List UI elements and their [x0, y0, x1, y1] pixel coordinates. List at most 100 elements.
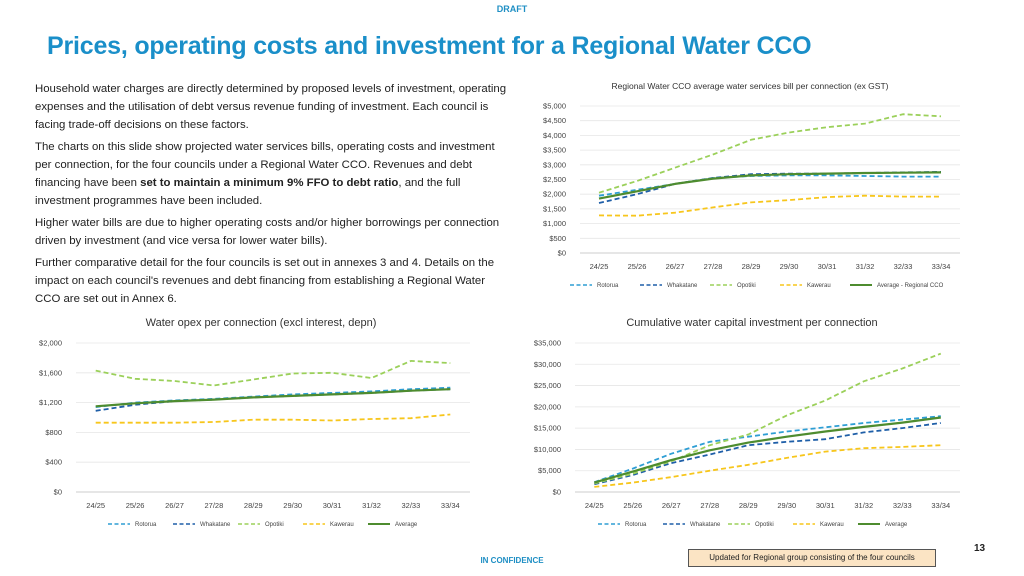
- chart-bill: Regional Water CCO average water service…: [520, 78, 980, 298]
- series-line-opotiki: [598, 113, 942, 194]
- y-tick-label: $10,000: [534, 445, 561, 454]
- x-tick-label: 32/33: [893, 501, 912, 510]
- y-tick-label: $20,000: [534, 402, 561, 411]
- y-tick-label: $30,000: [534, 360, 561, 369]
- legend-label-rotorua: Rotorua: [625, 522, 647, 528]
- x-tick-label: 28/29: [742, 262, 761, 271]
- legend-label-whakatane: Whakatane: [667, 283, 698, 289]
- series-line-whakatane: [594, 422, 941, 486]
- x-tick-label: 26/27: [666, 262, 685, 271]
- paragraph-2: The charts on this slide show projected …: [35, 138, 513, 210]
- y-tick-label: $0: [558, 249, 566, 258]
- chart-capex: Cumulative water capital investment per …: [520, 315, 980, 535]
- x-tick-label: 24/25: [86, 501, 105, 510]
- legend-label-average-regional-cco: Average - Regional CCO: [877, 283, 944, 289]
- legend-label-kawerau: Kawerau: [807, 283, 831, 289]
- paragraph-2-b: , and the full investment programmes hav…: [35, 177, 461, 207]
- chart-opex-plot: $0 $400 $800 $1,200 $1,600 $2,000 24/25 25/26 26…: [39, 339, 470, 528]
- y-tick-label: $4,000: [543, 131, 566, 140]
- x-tick-label: 31/32: [856, 262, 875, 271]
- page-title: Prices, operating costs and investment f…: [47, 32, 812, 60]
- legend-label-average: Average: [395, 522, 418, 528]
- x-tick-label: 25/26: [628, 262, 647, 271]
- chart-bill-title: Regional Water CCO average water service…: [611, 81, 889, 91]
- y-tick-label: $25,000: [534, 381, 561, 390]
- x-tick-label: 25/26: [623, 501, 642, 510]
- y-tick-label: $500: [549, 234, 566, 243]
- x-tick-label: 32/33: [894, 262, 913, 271]
- chart-capex-title: Cumulative water capital investment per …: [626, 317, 878, 329]
- x-tick-label: 30/31: [818, 262, 837, 271]
- y-tick-label: $0: [54, 488, 62, 497]
- y-tick-label: $15,000: [534, 424, 561, 433]
- x-tick-label: 26/27: [662, 501, 681, 510]
- y-tick-label: $400: [45, 458, 62, 467]
- x-tick-label: 32/33: [402, 501, 421, 510]
- update-note: Updated for Regional group consisting of…: [688, 549, 936, 567]
- legend-label-whakatane: Whakatane: [200, 522, 231, 528]
- x-tick-label: 24/25: [590, 262, 609, 271]
- paragraph-2-a: The charts on this slide show projected …: [35, 141, 495, 189]
- paragraph-1: Household water charges are directly det…: [35, 83, 507, 131]
- x-tick-label: 28/29: [739, 501, 758, 510]
- x-tick-label: 28/29: [244, 501, 263, 510]
- draft-label: DRAFT: [496, 4, 528, 14]
- legend-label-kawerau: Kawerau: [330, 522, 354, 528]
- chart-bill-plot: $0 $500 $1,000 $1,500 $2,000 $2,500 $3,000 $3,5…: [543, 102, 960, 289]
- x-tick-label: 30/31: [816, 501, 835, 510]
- series-line-average-regional-cco: [598, 171, 942, 200]
- y-tick-label: $2,000: [543, 190, 566, 199]
- series-line-kawerau: [95, 413, 451, 424]
- chart-opex-title: Water opex per connection (excl interest…: [145, 317, 377, 329]
- series-line-kawerau: [594, 444, 941, 488]
- x-tick-label: 27/28: [704, 262, 723, 271]
- x-tick-label: 24/25: [585, 501, 604, 510]
- y-tick-label: $2,500: [543, 175, 566, 184]
- legend-label-rotorua: Rotorua: [597, 283, 619, 289]
- y-tick-label: $2,000: [39, 339, 62, 348]
- paragraph-3: Higher water bills are due to higher ope…: [35, 217, 500, 247]
- x-tick-label: 33/34: [931, 501, 950, 510]
- legend-label-average: Average: [885, 522, 908, 528]
- chart-capex-plot: $0 $5,000 $10,000 $15,000 $20,000 $25,000 $30,…: [534, 339, 960, 528]
- x-tick-label: 29/30: [777, 501, 796, 510]
- series-line-rotorua: [594, 415, 941, 484]
- x-tick-label: 27/28: [205, 501, 224, 510]
- y-tick-label: $35,000: [534, 339, 561, 348]
- series-line-opotiki: [95, 360, 451, 387]
- legend-label-whakatane: Whakatane: [690, 522, 721, 528]
- body-text: Household water charges are directly det…: [35, 80, 513, 312]
- paragraph-4: Further comparative detail for the four …: [35, 257, 495, 305]
- series-line-average: [95, 388, 451, 408]
- x-tick-label: 31/32: [362, 501, 381, 510]
- y-tick-label: $5,000: [543, 102, 566, 111]
- series-line-kawerau: [598, 194, 941, 217]
- y-tick-label: $3,500: [543, 146, 566, 155]
- legend-label-opotiki: Opotiki: [755, 522, 774, 528]
- x-tick-label: 29/30: [780, 262, 799, 271]
- series-line-rotorua: [598, 174, 941, 197]
- series-line-opotiki: [594, 352, 942, 485]
- y-tick-label: $3,000: [543, 160, 566, 169]
- x-tick-label: 29/30: [283, 501, 302, 510]
- y-tick-label: $1,000: [543, 219, 566, 228]
- y-tick-label: $1,200: [39, 398, 62, 407]
- y-tick-label: $800: [45, 428, 62, 437]
- x-tick-label: 30/31: [323, 501, 342, 510]
- y-tick-label: $5,000: [538, 466, 561, 475]
- y-tick-label: $1,500: [543, 204, 566, 213]
- legend-label-kawerau: Kawerau: [820, 522, 844, 528]
- legend-label-rotorua: Rotorua: [135, 522, 157, 528]
- confidentiality-label: IN CONFIDENCE: [480, 556, 544, 565]
- ffo-ratio-emphasis: set to maintain a minimum 9% FFO to debt…: [140, 177, 399, 189]
- y-tick-label: $4,500: [543, 116, 566, 125]
- legend-label-opotiki: Opotiki: [737, 283, 756, 289]
- x-tick-label: 33/34: [932, 262, 951, 271]
- x-tick-label: 25/26: [126, 501, 145, 510]
- x-tick-label: 27/28: [700, 501, 719, 510]
- y-tick-label: $1,600: [39, 368, 62, 377]
- x-tick-label: 31/32: [854, 501, 873, 510]
- series-line-average: [593, 416, 941, 484]
- x-tick-label: 33/34: [441, 501, 460, 510]
- y-tick-label: $0: [553, 488, 561, 497]
